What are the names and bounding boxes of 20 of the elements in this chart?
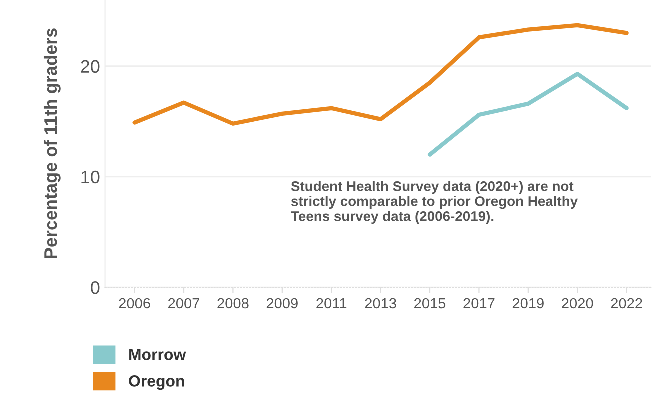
x-tick-label: 2015 (414, 298, 446, 309)
x-tick-label: 2020 (562, 298, 594, 309)
annotation: Student Health Survey data (2020+) are not strictly comparable to prior Oregon Healthy Teens survey data (2006-2019). (291, 181, 578, 224)
x-tick-label: 2006 (119, 298, 150, 309)
y-axis-title: Percentage of 11th graders (44, 28, 61, 258)
x-tick-label: 2011 (316, 298, 347, 309)
legend-label: Oregon (129, 376, 184, 390)
y-tick-label: 10 (82, 170, 100, 184)
x-tick-label: 2009 (266, 298, 298, 309)
legend-label: Morrow (130, 349, 186, 360)
x-tick-label: 2007 (168, 298, 200, 309)
x-tick-label: 2019 (512, 298, 544, 309)
y-tick-label: 20 (81, 60, 100, 74)
x-tick-label: 2017 (464, 298, 495, 309)
x-tick-label: 2013 (365, 298, 396, 309)
line-series (132, 23, 629, 126)
x-tick-label: 2008 (218, 298, 249, 309)
y-tick-label: 0 (91, 281, 100, 294)
x-tick-label: 2022 (611, 298, 642, 309)
line-series (428, 72, 629, 157)
